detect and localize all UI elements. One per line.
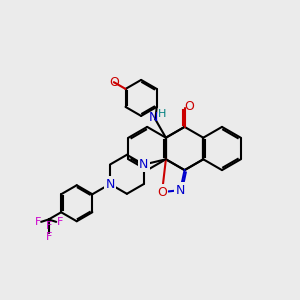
Text: N: N [139, 158, 148, 171]
Text: F: F [46, 232, 52, 242]
Text: F: F [46, 221, 52, 231]
Text: F: F [34, 217, 41, 227]
Text: O: O [109, 76, 119, 89]
Text: N: N [148, 110, 158, 124]
Text: N: N [176, 184, 185, 197]
Text: O: O [184, 100, 194, 113]
Text: F: F [57, 217, 63, 227]
Text: N: N [105, 178, 115, 190]
Text: O: O [157, 186, 167, 199]
Text: H: H [158, 109, 166, 119]
